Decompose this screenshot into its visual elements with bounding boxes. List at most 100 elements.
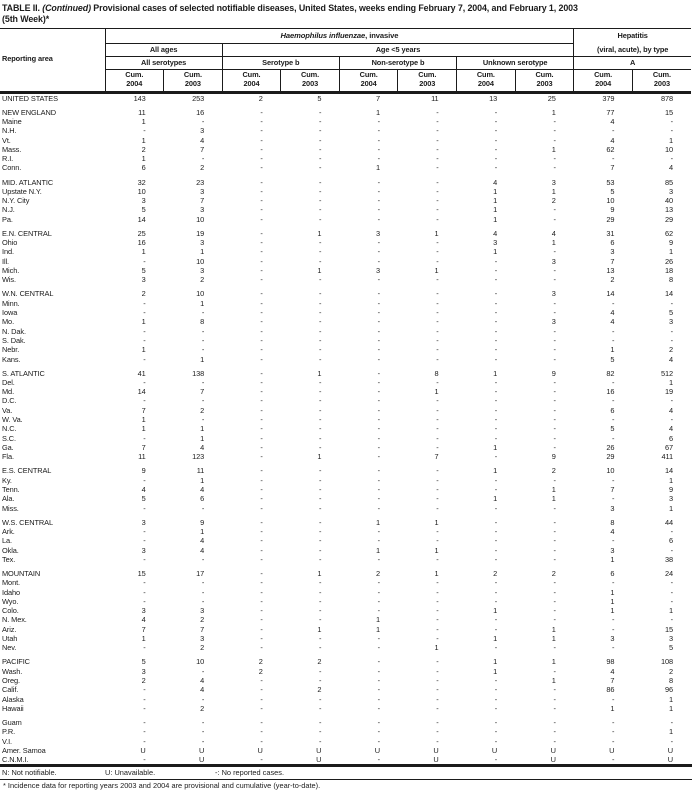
value-cell: 1 (434, 387, 439, 397)
value-cell: 1 (434, 228, 439, 238)
value-cell: - (377, 196, 380, 206)
reporting-area-cell: W. Va. (2, 415, 23, 425)
value-cell: - (436, 634, 439, 643)
reporting-area-cell: NEW ENGLAND (2, 107, 56, 117)
cum-col-header: Cum. 2004 (338, 69, 398, 94)
value-cell: - (260, 107, 263, 117)
reporting-area-cell: Maine (2, 116, 22, 126)
value-cell: - (494, 694, 498, 704)
table-row: MID. ATLANTIC 32 23 - - - - 4 3 53 85 (0, 173, 691, 187)
value-cell: 10 (196, 657, 205, 667)
value-cell: 1 (375, 624, 380, 634)
value-cell: - (260, 214, 263, 224)
value-cell: 1 (493, 205, 498, 215)
value-cell: 143 (133, 93, 146, 103)
value-cell: - (260, 466, 263, 476)
value-cell: - (436, 415, 439, 425)
value-cell: 16 (606, 387, 615, 397)
value-cell: - (494, 154, 498, 164)
value-cell: 1 (493, 214, 498, 224)
value-cell: 16 (196, 107, 205, 117)
value-cell: 1 (493, 368, 498, 378)
reporting-area-cell: V.I. (2, 736, 13, 746)
value-cell: - (377, 135, 380, 145)
value-cell: U (374, 745, 380, 755)
value-cell: - (260, 154, 263, 164)
value-cell: - (377, 433, 380, 443)
reporting-area-cell: Wash. (2, 666, 23, 676)
value-cell: - (260, 587, 263, 597)
value-cell: - (436, 238, 439, 248)
value-cell: - (553, 685, 556, 695)
value-cell: - (319, 415, 322, 425)
value-cell: - (494, 335, 498, 345)
value-cell: - (260, 345, 263, 355)
value-cell: 9 (141, 466, 146, 476)
value-cell: - (436, 606, 439, 616)
value-cell: - (201, 717, 205, 727)
reporting-area-cell: La. (2, 536, 12, 546)
value-cell: - (670, 545, 673, 555)
value-cell: - (436, 317, 439, 327)
value-cell: U (198, 745, 205, 755)
value-cell: - (553, 643, 556, 653)
reporting-area-cell: Ill. (2, 256, 9, 266)
reporting-area-cell: Guam (2, 717, 22, 727)
value-cell: - (260, 228, 263, 238)
value-cell: - (494, 643, 498, 653)
value-cell: - (494, 256, 498, 266)
value-cell: 1 (551, 634, 556, 643)
value-cell: 2 (200, 275, 205, 285)
value-cell: - (260, 494, 263, 504)
value-cell: - (494, 345, 498, 355)
table-row: Maine 1 - - - - - - - 4 - (0, 117, 691, 126)
reporting-area-cell: Conn. (2, 163, 22, 173)
value-cell: - (436, 685, 439, 695)
value-cell: 25 (137, 228, 146, 238)
value-cell: - (377, 475, 380, 485)
reporting-area-cell: Mont. (2, 578, 20, 588)
cum-label: Cum. (652, 70, 671, 80)
value-cell: - (260, 517, 263, 527)
value-cell: 2 (551, 466, 556, 476)
reporting-area-cell: D.C. (2, 396, 17, 406)
value-cell: - (377, 755, 380, 765)
table-row: Conn. 6 2 - - 1 - - - 7 4 (0, 163, 691, 172)
value-cell: - (319, 433, 322, 443)
value-cell: - (436, 335, 439, 345)
value-cell: - (377, 415, 380, 425)
value-cell: 29 (664, 214, 673, 224)
value-cell: 5 (610, 186, 615, 196)
value-cell: - (612, 717, 615, 727)
table-row: Amer. Samoa U U U U U U U U U U (0, 746, 691, 755)
value-cell: 1 (434, 266, 439, 276)
value-cell: 5 (141, 266, 146, 276)
value-cell: 4 (610, 135, 615, 145)
value-cell: - (319, 578, 322, 588)
value-cell: 96 (664, 685, 673, 695)
value-cell: - (377, 526, 380, 536)
value-cell: - (553, 345, 556, 355)
value-cell: 13 (489, 93, 498, 103)
value-cell: - (494, 596, 498, 606)
table-row: Okla. 3 4 - - 1 1 - - 3 - (0, 546, 691, 555)
value-cell: 86 (606, 685, 615, 695)
value-cell: 1 (493, 494, 498, 504)
hflu-invasive-label: , invasive (365, 31, 399, 41)
value-cell: - (436, 466, 439, 476)
value-cell: 10 (664, 144, 673, 154)
value-cell: - (377, 554, 380, 564)
cum-label: Cum. (359, 70, 378, 80)
value-cell: - (670, 298, 673, 308)
value-cell: - (260, 186, 263, 196)
value-cell: - (553, 326, 556, 336)
value-cell: - (201, 396, 205, 406)
value-cell: - (260, 275, 263, 285)
value-cell: - (377, 424, 380, 434)
reporting-area-cell: Vt. (2, 135, 11, 145)
value-cell: - (494, 317, 498, 327)
value-cell: 1 (668, 703, 673, 713)
cum-label: Cum. (535, 70, 554, 80)
value-cell: 7 (200, 624, 205, 634)
value-cell: 1 (493, 196, 498, 206)
